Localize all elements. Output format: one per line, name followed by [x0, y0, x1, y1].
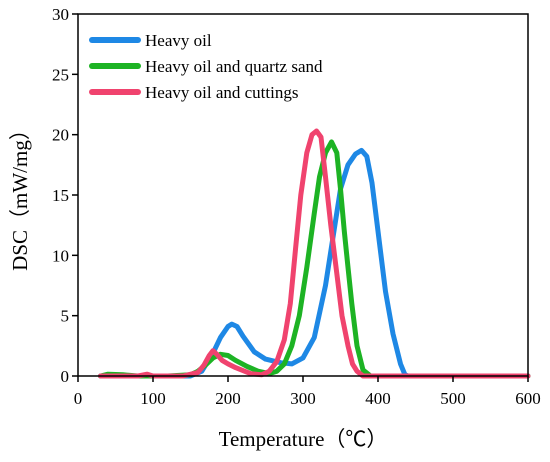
y-tick-label: 0 [61, 367, 70, 386]
legend-label-3: Heavy oil and cuttings [145, 83, 298, 102]
y-tick-label: 20 [52, 126, 69, 145]
x-tick-label: 300 [290, 389, 316, 408]
legend: Heavy oil Heavy oil and quartz sand Heavy … [89, 31, 323, 102]
series-line-1 [98, 147, 531, 379]
x-tick-label: 600 [515, 389, 541, 408]
y-tick-label: 5 [61, 307, 70, 326]
legend-label-2: Heavy oil and quartz sand [145, 57, 323, 76]
y-tick-label: 10 [52, 246, 69, 265]
x-tick-label: 500 [440, 389, 466, 408]
x-tick-label: 200 [215, 389, 241, 408]
x-tick-label: 100 [140, 389, 166, 408]
y-tick-label: 25 [52, 65, 69, 84]
y-tick-label: 30 [52, 5, 69, 24]
plot-lines [98, 128, 531, 379]
y-tick-label: 15 [52, 186, 69, 205]
y-axis-title: DSC（mW/mg） [8, 119, 32, 271]
x-tick-label: 400 [365, 389, 391, 408]
axis-ticks: 0 100 200 300 400 500 600 0 5 10 15 20 25 30 [52, 5, 541, 408]
legend-label-1: Heavy oil [145, 31, 212, 50]
x-axis-title: Temperature（℃） [219, 427, 388, 451]
series-line-3 [98, 128, 531, 379]
x-tick-label: 0 [74, 389, 83, 408]
